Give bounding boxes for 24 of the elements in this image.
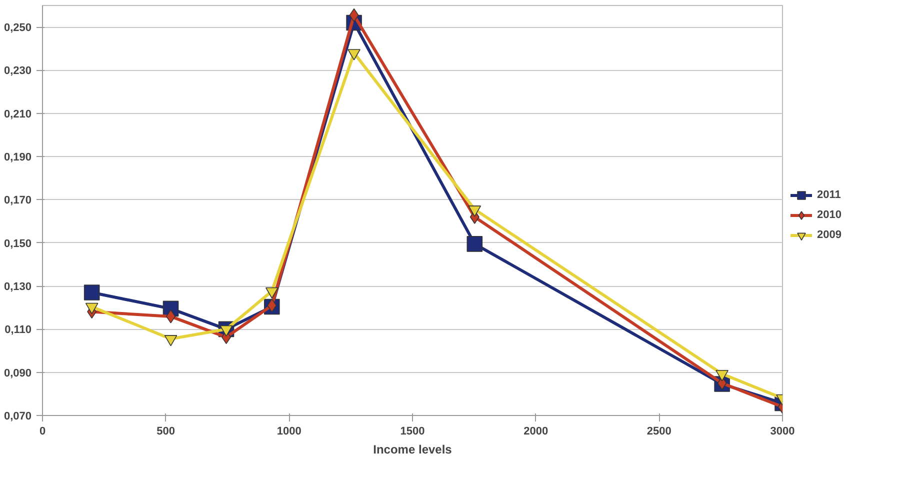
y-tick-label: 0,150 <box>4 238 32 250</box>
y-tick-label: 0,190 <box>4 152 32 164</box>
y-tick-label: 0,130 <box>4 281 32 294</box>
point <box>84 284 100 300</box>
y-tick-label: 0,070 <box>4 410 32 422</box>
y-tick-label: 0,170 <box>4 194 32 207</box>
y-tick-label: 0,230 <box>4 65 32 78</box>
legend-label: 2010 <box>817 209 842 221</box>
x-tick-label: 1500 <box>400 426 425 438</box>
x-tick-label: 1000 <box>276 426 302 438</box>
x-tick-label: 3000 <box>770 426 795 438</box>
x-tick-label: 500 <box>156 426 176 438</box>
y-tick-label: 0,110 <box>4 324 32 336</box>
point <box>267 298 277 312</box>
y-tick-label: 0,250 <box>4 22 32 34</box>
y-tick-label: 0,210 <box>4 108 32 120</box>
x-tick-label: 2000 <box>524 426 548 438</box>
x-tick-label: 2500 <box>646 426 672 438</box>
x-tick-label: 0 <box>39 426 46 438</box>
point <box>466 236 483 252</box>
legend-label: 2011 <box>817 189 841 201</box>
legend-label: 2009 <box>817 229 842 241</box>
y-tick-label: 0,090 <box>4 367 32 380</box>
x-axis-title: Income levels <box>373 442 452 456</box>
